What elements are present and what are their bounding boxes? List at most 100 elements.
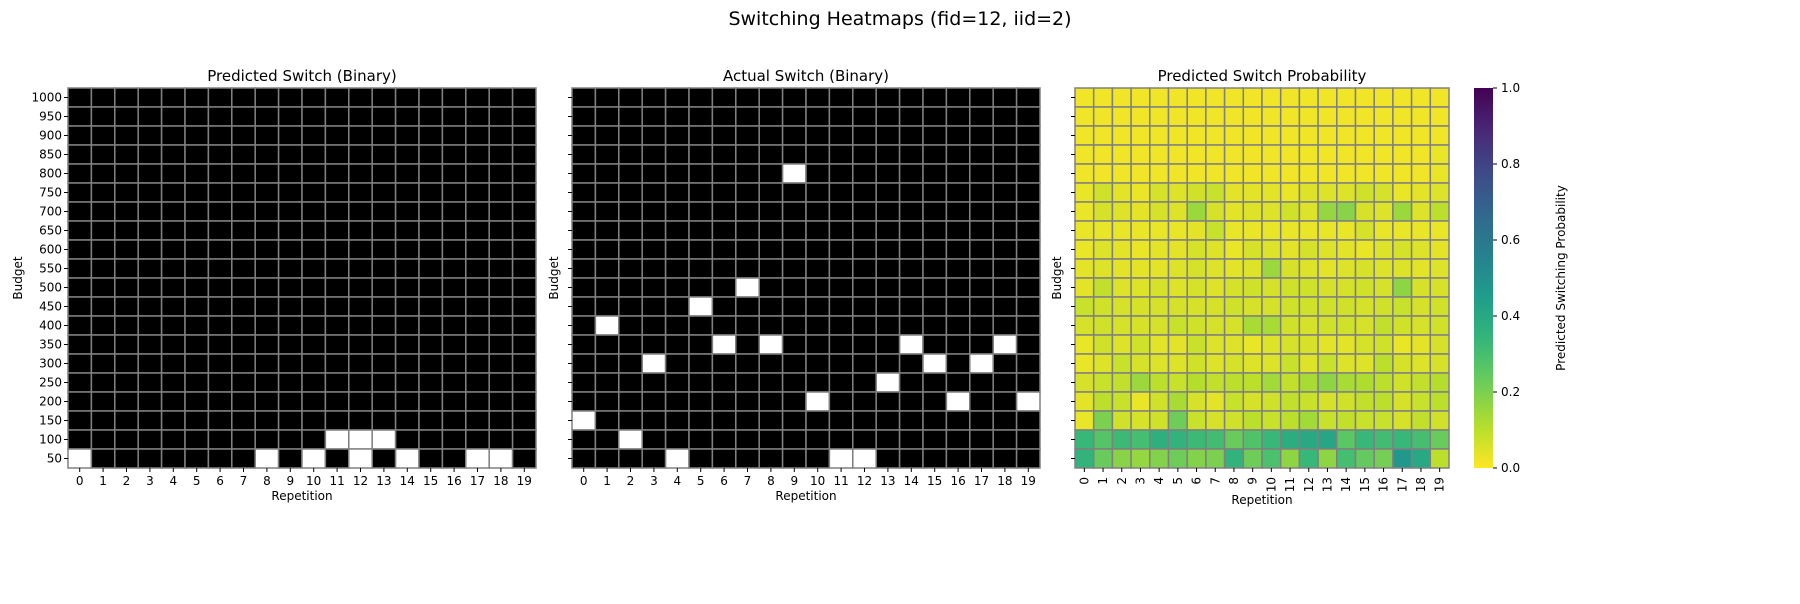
heatmap-cell (758, 448, 784, 469)
heatmap-cell (441, 296, 467, 317)
heatmap-cell (348, 182, 373, 203)
heatmap-cell (1261, 353, 1282, 374)
heatmap-cell (1092, 106, 1114, 127)
heatmap-cell (641, 448, 667, 469)
heatmap-cell (1111, 429, 1132, 450)
heatmap-cell (828, 315, 854, 336)
heatmap-cell (992, 391, 1018, 412)
heatmap-cell (664, 144, 690, 165)
heatmap-cell (1092, 258, 1114, 279)
heatmap-cell (969, 125, 994, 146)
heatmap-cell (898, 258, 924, 279)
heatmap-cell (1261, 144, 1282, 165)
heatmap-cell (922, 239, 948, 260)
heatmap-cell (348, 391, 373, 412)
heatmap-cell (735, 429, 760, 450)
heatmap-cell (348, 448, 373, 469)
heatmap-cell (1111, 144, 1132, 165)
heatmap-cell (1354, 106, 1375, 127)
heatmap-cell (922, 182, 948, 203)
y-tick-label: 450 (39, 300, 62, 314)
heatmap-cell (441, 125, 467, 146)
heatmap-cell (1223, 201, 1245, 222)
heatmap-cell (114, 429, 139, 450)
heatmap-cell (781, 315, 807, 336)
heatmap-cell (758, 429, 784, 450)
heatmap-cell (805, 448, 831, 469)
heatmap-cell (67, 353, 93, 374)
heatmap-cell (1015, 296, 1041, 317)
heatmap-cell (945, 315, 971, 336)
heatmap-cell (735, 201, 760, 222)
heatmap-cell (488, 277, 514, 298)
heatmap-cell (688, 258, 714, 279)
heatmap-cell (1336, 296, 1357, 317)
heatmap-cell (1149, 372, 1170, 393)
heatmap-cell (394, 182, 420, 203)
heatmap-cell (969, 429, 994, 450)
heatmap-cell (1410, 258, 1432, 279)
heatmap-cell (1354, 391, 1375, 412)
heatmap-cell (1354, 239, 1375, 260)
heatmap-cell (992, 353, 1018, 374)
heatmap-cell (511, 125, 537, 146)
heatmap-cell (394, 410, 420, 431)
y-axis-label: Budget (547, 256, 561, 299)
heatmap-cell (441, 258, 467, 279)
heatmap-cell (277, 334, 303, 355)
heatmap-cell (758, 182, 784, 203)
x-tick-label: 18 (1414, 477, 1428, 492)
heatmap-cell (852, 334, 877, 355)
heatmap-cell (511, 410, 537, 431)
heatmap-cell (1111, 315, 1132, 336)
heatmap-cell (571, 220, 597, 241)
heatmap-cell (1205, 125, 1226, 146)
heatmap-cell (735, 410, 760, 431)
heatmap-cell (348, 87, 373, 108)
heatmap-cell (488, 334, 514, 355)
heatmap-cell (945, 125, 971, 146)
heatmap-cell (664, 372, 690, 393)
heatmap-cell (828, 201, 854, 222)
heatmap-cell (1242, 182, 1263, 203)
heatmap-cell (114, 125, 139, 146)
x-tick-label: 11 (329, 474, 344, 488)
heatmap-cell (207, 239, 233, 260)
heatmap-cell (488, 239, 514, 260)
heatmap-cell (348, 353, 373, 374)
heatmap-cell (1092, 315, 1114, 336)
heatmap-cell (618, 201, 643, 222)
heatmap-cell (1167, 125, 1188, 146)
heatmap-cell (277, 201, 303, 222)
heatmap-cell (90, 277, 116, 298)
heatmap-cell (348, 258, 373, 279)
heatmap-cell (277, 448, 303, 469)
heatmap-cell (828, 125, 854, 146)
x-tick-label: 14 (1339, 477, 1353, 492)
heatmap-cell (594, 334, 620, 355)
heatmap-cell (1149, 144, 1170, 165)
heatmap-cell (348, 106, 373, 127)
heatmap-cell (875, 182, 901, 203)
heatmap-cell (1242, 410, 1263, 431)
heatmap-cell (441, 201, 467, 222)
heatmap-cell (711, 353, 737, 374)
heatmap-cell (1242, 429, 1263, 450)
heatmap-cell (254, 106, 280, 127)
heatmap-cell (1410, 182, 1432, 203)
heatmap-cell (1298, 372, 1319, 393)
heatmap-cell (922, 315, 948, 336)
heatmap-cell (1074, 296, 1095, 317)
x-tick-label: 2 (123, 474, 131, 488)
heatmap-cell (805, 315, 831, 336)
heatmap-cell (90, 391, 116, 412)
heatmap-cell (945, 258, 971, 279)
heatmap-cell (1261, 87, 1282, 108)
heatmap-cell (1186, 87, 1207, 108)
heatmap-cell (1317, 372, 1338, 393)
heatmap-cell (711, 163, 737, 184)
heatmap-cell (277, 277, 303, 298)
heatmap-cell (301, 372, 327, 393)
heatmap-cell (1074, 239, 1095, 260)
heatmap-cell (1279, 296, 1301, 317)
